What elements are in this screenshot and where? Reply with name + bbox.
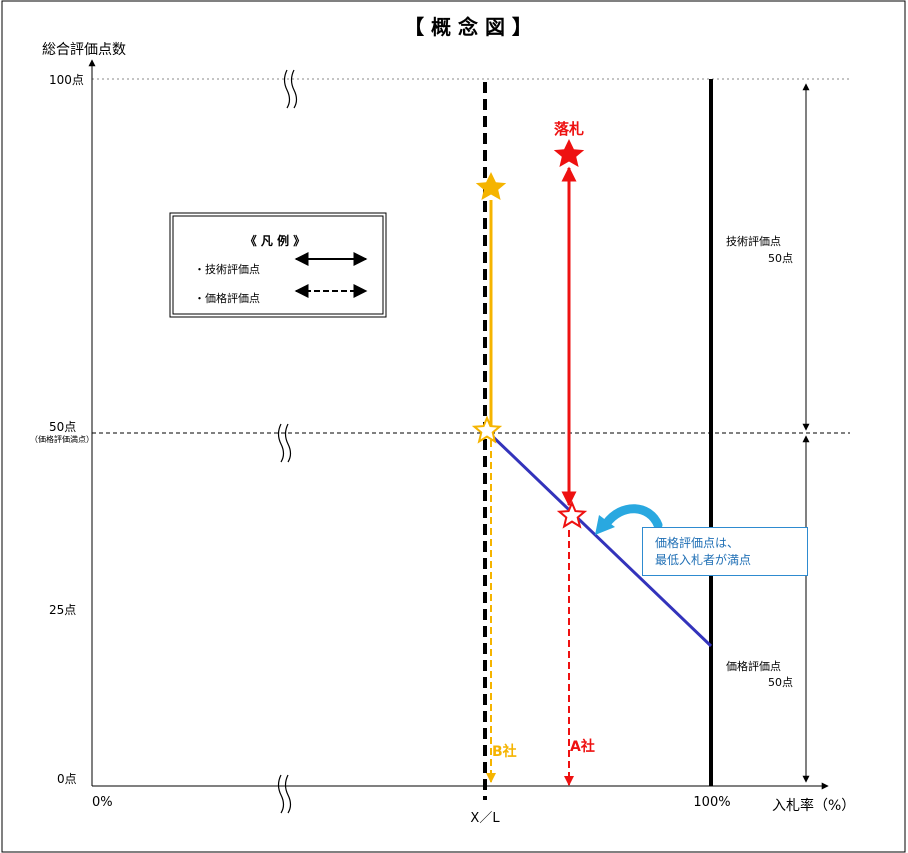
axis-break-marks [277,69,298,814]
winning-bid-star-icon [553,139,585,167]
callout-arrowhead-icon [595,515,615,535]
callout-curved-arrow-icon [601,504,663,530]
price-score-label: 価格評価点 [726,659,781,673]
price-score-points: 50点 [768,676,793,689]
company-b-total-star-icon [475,172,507,200]
x-tick-0: 0% [92,795,113,810]
price-score-line [487,431,713,648]
callout-line-2: 最低入札者が満点 [655,553,752,567]
company-b-label: B社 [492,743,517,760]
company-a-label: A社 [570,738,595,755]
y-tick-25: 25点 [49,603,76,617]
y-tick-0: 0点 [57,772,77,786]
tech-score-points: 50点 [768,252,793,265]
winning-bid-label: 落札 [554,120,584,138]
diagram-title: 【 概 念 図 】 [404,15,532,39]
legend-item-tech: ・技術評価点 [194,262,260,276]
tech-score-label: 技術評価点 [726,234,781,248]
company-b-price-star-icon [471,415,503,444]
x-axis-label: 入札率（%） [772,797,855,814]
y-tick-50: 50点 [49,420,76,434]
legend-item-price: ・価格評価点 [194,291,260,305]
price-score-callout: 価格評価点は、 最低入札者が満点 [642,527,808,576]
legend-title: 《 凡 例 》 [245,233,306,248]
y-tick-100: 100点 [49,73,84,87]
callout-line-1: 価格評価点は、 [655,536,740,550]
x-tick-100: 100% [693,795,730,810]
company-a-price-star-icon [556,500,588,529]
x-tick-xl: X／L [470,811,500,826]
y-tick-50-note: （価格評価満点） [30,434,94,444]
y-axis-label: 総合評価点数 [42,42,126,58]
